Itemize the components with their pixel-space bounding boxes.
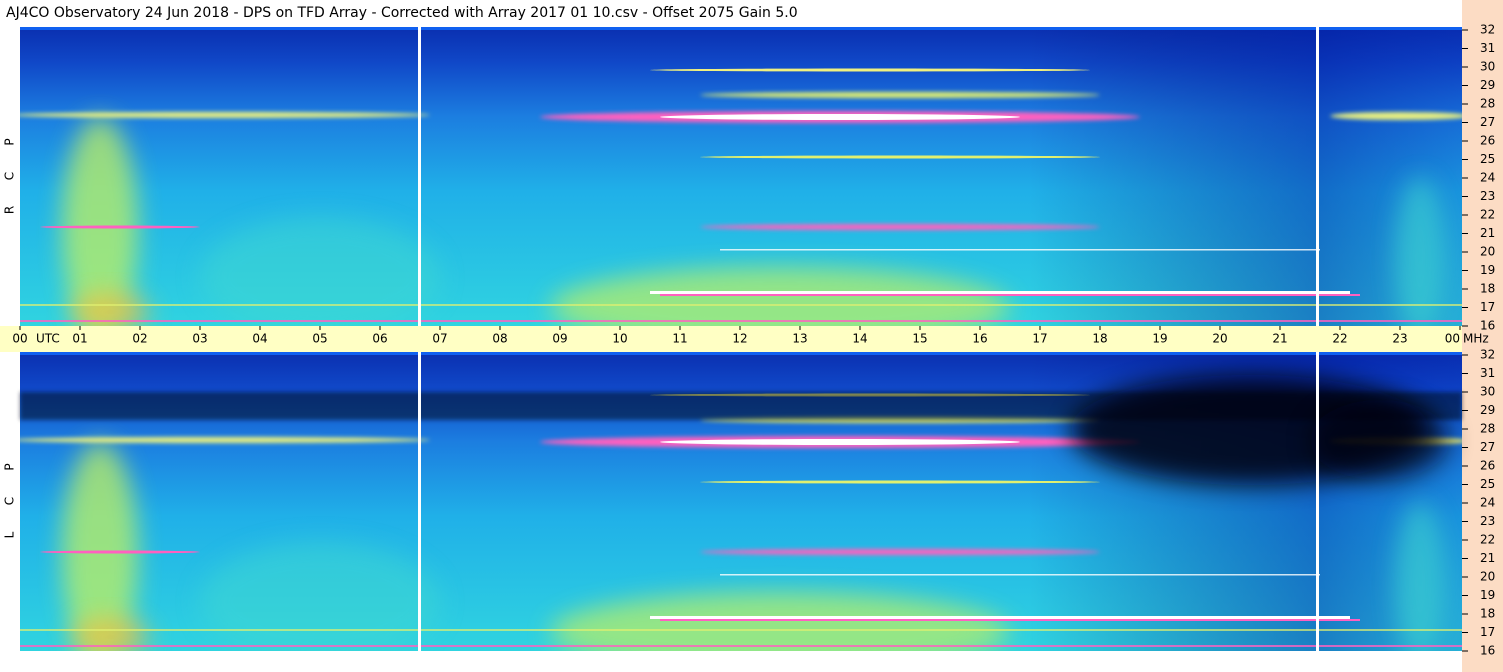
- frequency-strip: [1462, 0, 1503, 672]
- time-label: 17: [1032, 332, 1047, 346]
- time-label: 00: [1445, 332, 1460, 346]
- freq-label: 21: [1480, 226, 1495, 240]
- freq-label: 26: [1480, 134, 1495, 148]
- time-label: 20: [1212, 332, 1227, 346]
- time-axis-bar: [0, 326, 1462, 352]
- freq-label: 30: [1480, 385, 1495, 399]
- time-label: 18: [1092, 332, 1107, 346]
- freq-label: 19: [1480, 263, 1495, 277]
- freq-label: 20: [1480, 570, 1495, 584]
- time-label: 22: [1332, 332, 1347, 346]
- freq-label: 31: [1480, 366, 1495, 380]
- freq-label: 30: [1480, 60, 1495, 74]
- freq-label: 19: [1480, 588, 1495, 602]
- freq-label: 20: [1480, 245, 1495, 259]
- polarization-letter: L: [3, 531, 17, 538]
- freq-label: 31: [1480, 41, 1495, 55]
- freq-label: 22: [1480, 208, 1495, 222]
- time-label: 11: [672, 332, 687, 346]
- time-label: 12: [732, 332, 747, 346]
- freq-unit: MHz: [1463, 332, 1489, 346]
- polarization-letter: P: [3, 463, 17, 470]
- time-label: 03: [192, 332, 207, 346]
- time-label: 13: [792, 332, 807, 346]
- time-label: 05: [312, 332, 327, 346]
- time-label: 09: [552, 332, 567, 346]
- freq-label: 28: [1480, 422, 1495, 436]
- freq-label: 17: [1480, 625, 1495, 639]
- time-label: 01: [72, 332, 87, 346]
- freq-label: 24: [1480, 171, 1495, 185]
- time-label: 19: [1152, 332, 1167, 346]
- time-label: 06: [372, 332, 387, 346]
- time-label: 02: [132, 332, 147, 346]
- polarization-letter: C: [3, 172, 17, 180]
- freq-label: 23: [1480, 189, 1495, 203]
- freq-label: 16: [1480, 644, 1495, 658]
- time-label: 00: [12, 332, 27, 346]
- freq-label: 32: [1480, 348, 1495, 362]
- freq-label: 23: [1480, 514, 1495, 528]
- time-label: 23: [1392, 332, 1407, 346]
- time-label: 16: [972, 332, 987, 346]
- window-title: AJ4CO Observatory 24 Jun 2018 - DPS on T…: [6, 5, 798, 21]
- freq-label: 32: [1480, 23, 1495, 37]
- lcp-dark-regions: [20, 352, 1462, 652]
- freq-label: 28: [1480, 97, 1495, 111]
- freq-label: 24: [1480, 496, 1495, 510]
- time-unit: UTC: [36, 332, 60, 346]
- freq-label: 25: [1480, 477, 1495, 491]
- time-label: 04: [252, 332, 267, 346]
- freq-label: 29: [1480, 78, 1495, 92]
- freq-label: 27: [1480, 115, 1495, 129]
- freq-label: 17: [1480, 300, 1495, 314]
- freq-label: 22: [1480, 533, 1495, 547]
- freq-label: 26: [1480, 459, 1495, 473]
- time-label: 15: [912, 332, 927, 346]
- freq-label: 27: [1480, 440, 1495, 454]
- rcp-spectrogram: [10, 27, 1470, 347]
- freq-label: 25: [1480, 152, 1495, 166]
- freq-label: 16: [1480, 319, 1495, 333]
- polarization-letter: R: [3, 206, 17, 214]
- time-label: 07: [432, 332, 447, 346]
- freq-label: 21: [1480, 551, 1495, 565]
- freq-label: 18: [1480, 282, 1495, 296]
- time-label: 10: [612, 332, 627, 346]
- time-label: 14: [852, 332, 867, 346]
- freq-label: 29: [1480, 403, 1495, 417]
- polarization-letter: P: [3, 138, 17, 145]
- freq-label: 18: [1480, 607, 1495, 621]
- polarization-letter: C: [3, 497, 17, 505]
- time-label: 21: [1272, 332, 1287, 346]
- time-label: 08: [492, 332, 507, 346]
